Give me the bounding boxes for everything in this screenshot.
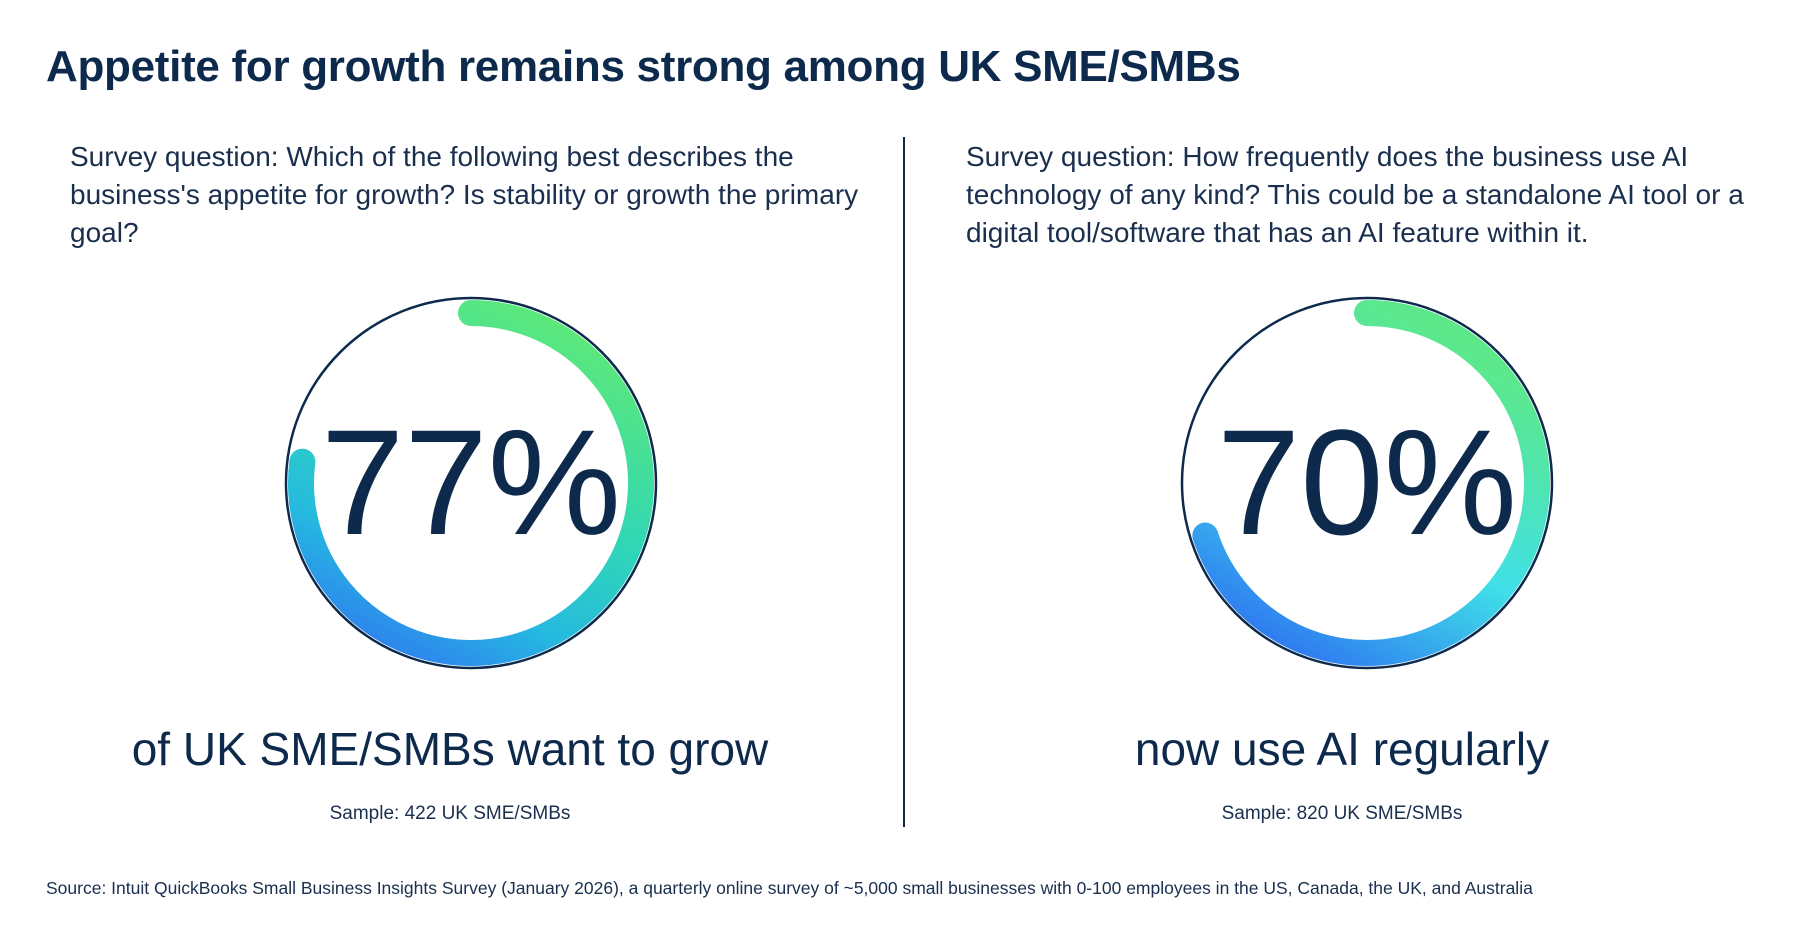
panel-divider	[903, 137, 905, 827]
source-note: Source: Intuit QuickBooks Small Business…	[46, 878, 1533, 898]
right-donut-track	[1180, 296, 1554, 670]
left-donut-svg: 77%	[284, 296, 658, 670]
page-title: Appetite for growth remains strong among…	[46, 42, 1241, 91]
right-caption: now use AI regularly	[1134, 723, 1550, 775]
left-caption: of UK SME/SMBs want to grow	[131, 723, 769, 775]
left-survey-question: Survey question: Which of the following …	[70, 141, 859, 248]
left-sample-size: Sample: 422 UK SME/SMBs	[329, 803, 571, 824]
right-donut-value-arc	[1192, 300, 1550, 666]
right-panel: Survey question: How frequently does the…	[900, 0, 1800, 926]
right-donut-svg: 70%	[1180, 296, 1554, 670]
right-stat-value: 70%	[1217, 398, 1517, 566]
left-donut-chart: 77%	[266, 278, 676, 688]
left-donut-track	[284, 296, 658, 670]
left-stat-value: 77%	[321, 398, 621, 566]
right-donut-chart: 70%	[1162, 278, 1572, 688]
right-survey-question: Survey question: How frequently does the…	[966, 141, 1744, 248]
left-panel: Survey question: Which of the following …	[70, 141, 859, 824]
left-donut-value-arc	[288, 300, 654, 666]
right-sample-size: Sample: 820 UK SME/SMBs	[1221, 803, 1463, 824]
